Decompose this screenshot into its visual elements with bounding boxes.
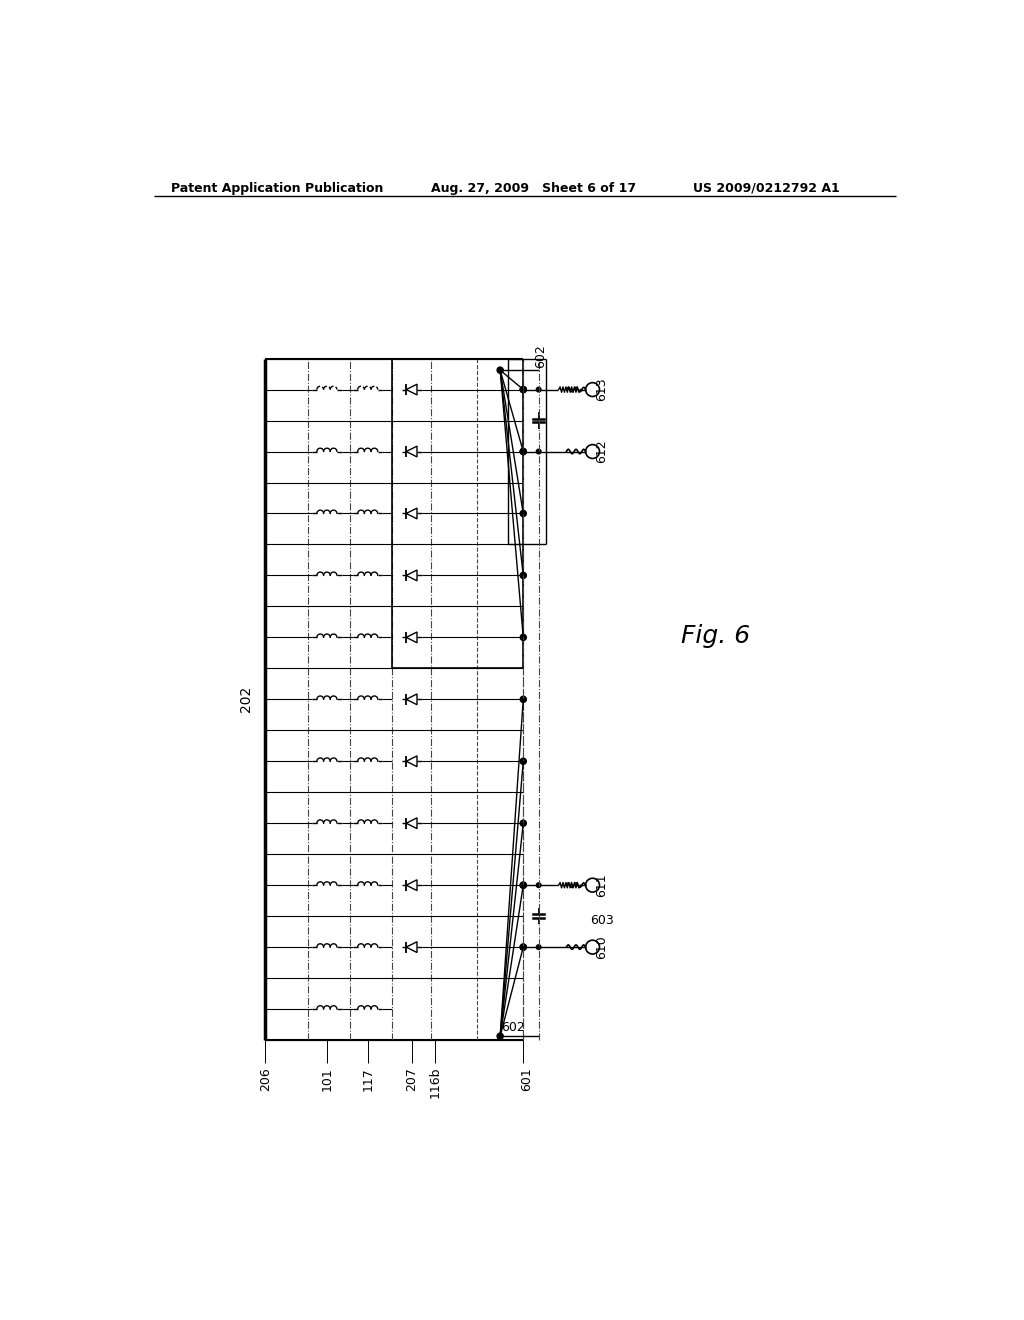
Text: 117: 117 — [361, 1067, 374, 1090]
Text: 601: 601 — [520, 1067, 534, 1090]
Text: 202: 202 — [239, 686, 253, 713]
Circle shape — [520, 511, 526, 516]
Polygon shape — [407, 941, 417, 953]
Circle shape — [520, 944, 526, 950]
Circle shape — [520, 387, 526, 392]
Polygon shape — [407, 756, 417, 767]
Text: 207: 207 — [406, 1067, 418, 1090]
Circle shape — [520, 882, 526, 888]
Circle shape — [520, 758, 526, 764]
Polygon shape — [407, 446, 417, 457]
Circle shape — [520, 944, 526, 950]
Polygon shape — [407, 570, 417, 581]
Polygon shape — [407, 880, 417, 891]
Circle shape — [520, 449, 526, 454]
Circle shape — [497, 367, 503, 374]
Text: Fig. 6: Fig. 6 — [681, 624, 751, 648]
Text: 613: 613 — [595, 378, 608, 401]
Text: 602: 602 — [502, 1020, 525, 1034]
Polygon shape — [407, 632, 417, 643]
Text: 612: 612 — [595, 440, 608, 463]
Text: 602: 602 — [534, 345, 547, 368]
Circle shape — [537, 945, 541, 949]
Text: 116b: 116b — [428, 1067, 441, 1098]
Text: US 2009/0212792 A1: US 2009/0212792 A1 — [692, 182, 840, 194]
Text: 206: 206 — [259, 1067, 271, 1090]
Text: Patent Application Publication: Patent Application Publication — [171, 182, 383, 194]
Circle shape — [537, 449, 541, 454]
Text: 611: 611 — [595, 874, 608, 898]
Text: 603: 603 — [590, 913, 613, 927]
Text: 101: 101 — [321, 1067, 334, 1090]
Circle shape — [497, 1034, 503, 1039]
Circle shape — [520, 696, 526, 702]
Circle shape — [520, 449, 526, 454]
Polygon shape — [407, 508, 417, 519]
Circle shape — [520, 573, 526, 578]
Circle shape — [520, 820, 526, 826]
Circle shape — [520, 387, 526, 392]
Circle shape — [520, 635, 526, 640]
Text: 610: 610 — [595, 936, 608, 960]
Polygon shape — [407, 818, 417, 829]
Circle shape — [537, 883, 541, 887]
Polygon shape — [407, 694, 417, 705]
Polygon shape — [407, 384, 417, 395]
Circle shape — [537, 387, 541, 392]
Circle shape — [520, 882, 526, 888]
Text: Aug. 27, 2009   Sheet 6 of 17: Aug. 27, 2009 Sheet 6 of 17 — [431, 182, 636, 194]
